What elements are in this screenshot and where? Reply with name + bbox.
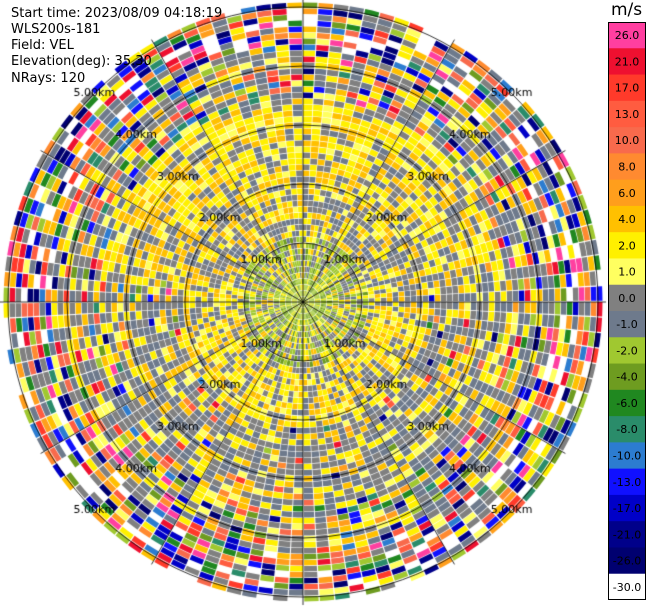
colorbar-swatch [608, 48, 646, 76]
colorbar-tick-label: -10.0 [613, 450, 641, 463]
colorbar-tick-label: 17.0 [615, 82, 640, 95]
colorbar-tick-label: 0.0 [618, 292, 636, 305]
colorbar-swatch [608, 389, 646, 417]
colorbar-tick-label: 4.0 [618, 213, 636, 226]
colorbar-tick-label: -26.0 [613, 555, 641, 568]
colorbar-swatch [608, 284, 646, 312]
nrays-label: NRays: 120 [11, 71, 86, 86]
colorbar-tick-label: 26.0 [615, 29, 640, 42]
colorbar-tick-label: -4.0 [616, 371, 637, 384]
colorbar-tick-label: 1.0 [618, 266, 636, 279]
colorbar-tick-label: -13.0 [613, 476, 641, 489]
colorbar-swatch [608, 74, 646, 102]
field-label: Field: VEL [11, 38, 74, 53]
colorbar-tick-label: -1.0 [616, 318, 637, 331]
elevation-label: Elevation(deg): 35.30 [11, 54, 152, 69]
colorbar-tick-label: 2.0 [618, 239, 636, 252]
radar-ppi-plot [0, 0, 607, 607]
colorbar-tick-label: -21.0 [613, 528, 641, 541]
colorbar-swatch [608, 468, 646, 496]
colorbar-swatch [608, 179, 646, 207]
colorbar-tick-label: 21.0 [615, 55, 640, 68]
colorbar-swatch [608, 258, 646, 286]
colorbar-tick-label: -8.0 [616, 423, 637, 436]
colorbar-swatch [608, 100, 646, 128]
velocity-colorbar: 26.0 21.0 17.0 13.0 10.0 8.0 6.0 4.0 2.0 1.0 0.0 -1… [608, 22, 646, 600]
colorbar-swatch [608, 232, 646, 259]
colorbar-swatch [608, 337, 646, 365]
colorbar-swatch [608, 311, 646, 338]
colorbar-tick-label: 6.0 [618, 187, 636, 200]
colorbar-swatch [608, 547, 646, 575]
colorbar-tick-label: -17.0 [613, 502, 641, 515]
colorbar-swatch [608, 22, 646, 49]
colorbar-swatch [608, 494, 646, 522]
instrument-label: WLS200s-181 [11, 22, 101, 37]
colorbar-swatch [608, 521, 646, 548]
start-time-label: Start time: 2023/08/09 04:18:19 [11, 6, 223, 21]
colorbar-swatch [608, 573, 646, 600]
colorbar-swatch [608, 363, 646, 391]
colorbar-tick-label: 10.0 [615, 134, 640, 147]
colorbar-tick-label: -6.0 [616, 397, 637, 410]
colorbar-tick-label: -2.0 [616, 344, 637, 357]
colorbar-swatch [608, 442, 646, 470]
colorbar-swatch [608, 153, 646, 181]
colorbar-tick-label: 8.0 [618, 161, 636, 174]
colorbar-tick-label: 13.0 [615, 108, 640, 121]
colorbar-title: m/s [611, 0, 643, 20]
colorbar-outline [608, 22, 646, 600]
colorbar-tick-label: -30.0 [613, 581, 641, 594]
colorbar-swatch [608, 416, 646, 443]
colorbar-swatch [608, 205, 646, 233]
colorbar-swatch [608, 127, 646, 154]
